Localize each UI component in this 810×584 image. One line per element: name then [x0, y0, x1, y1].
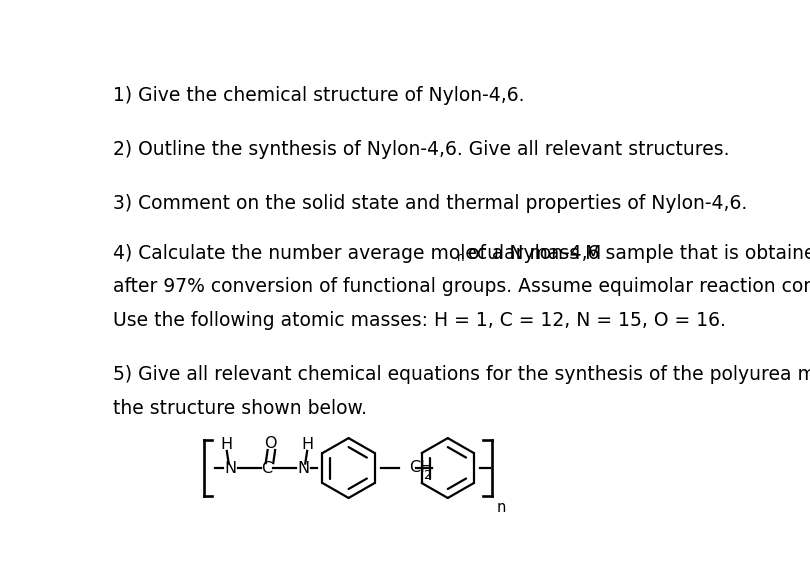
Text: 2: 2 [423, 469, 431, 482]
Text: H: H [301, 437, 313, 451]
Text: 1) Give the chemical structure of Nylon-4,6.: 1) Give the chemical structure of Nylon-… [113, 86, 524, 105]
Text: C: C [262, 461, 272, 475]
Text: 3) Comment on the solid state and thermal properties of Nylon-4,6.: 3) Comment on the solid state and therma… [113, 194, 747, 213]
Text: the structure shown below.: the structure shown below. [113, 399, 367, 418]
Text: Use the following atomic masses: H = 1, C = 12, N = 15, O = 16.: Use the following atomic masses: H = 1, … [113, 311, 726, 329]
Text: O: O [265, 436, 277, 451]
Text: after 97% conversion of functional groups. Assume equimolar reaction conditions.: after 97% conversion of functional group… [113, 277, 810, 296]
Text: N: N [224, 461, 237, 475]
Text: N: N [297, 461, 309, 475]
Text: CH: CH [409, 460, 432, 475]
Text: of a Nylon-4,6 sample that is obtained: of a Nylon-4,6 sample that is obtained [462, 244, 810, 263]
Text: 5) Give all relevant chemical equations for the synthesis of the polyurea materi: 5) Give all relevant chemical equations … [113, 364, 810, 384]
Text: 4) Calculate the number average molecular mass M: 4) Calculate the number average molecula… [113, 244, 601, 263]
Text: 2) Outline the synthesis of Nylon-4,6. Give all relevant structures.: 2) Outline the synthesis of Nylon-4,6. G… [113, 140, 729, 159]
Text: n: n [497, 500, 506, 515]
Text: H: H [221, 437, 232, 451]
Text: n: n [457, 251, 465, 264]
